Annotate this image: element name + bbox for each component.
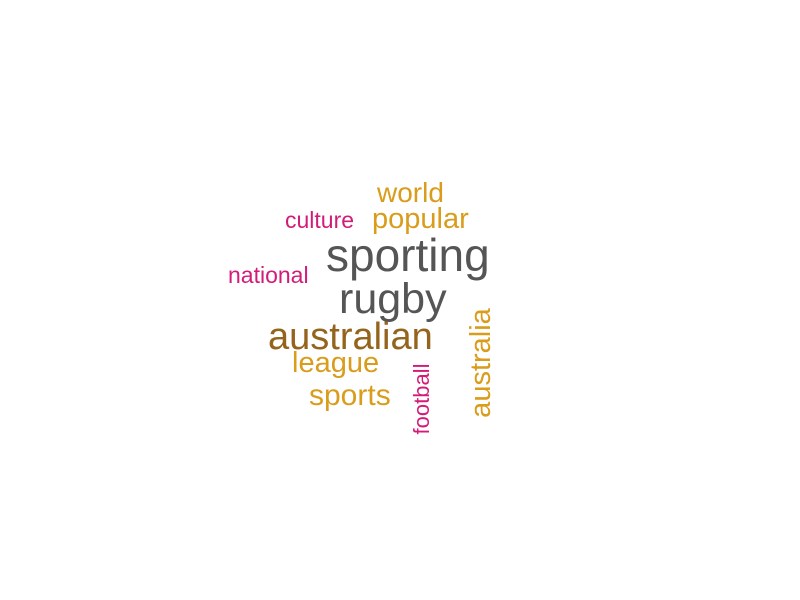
word-sports: sports: [309, 379, 391, 412]
word-culture: culture: [285, 207, 355, 233]
word-national: national: [228, 262, 309, 288]
word-league: league: [292, 347, 380, 379]
word-popular: popular: [372, 203, 469, 235]
word-football: football: [409, 363, 434, 435]
word-australia: australia: [465, 308, 497, 418]
word-world: world: [377, 177, 444, 208]
word-australian: australian: [268, 316, 433, 358]
word-rugby: rugby: [339, 275, 447, 323]
word-sporting: sporting: [326, 229, 490, 281]
